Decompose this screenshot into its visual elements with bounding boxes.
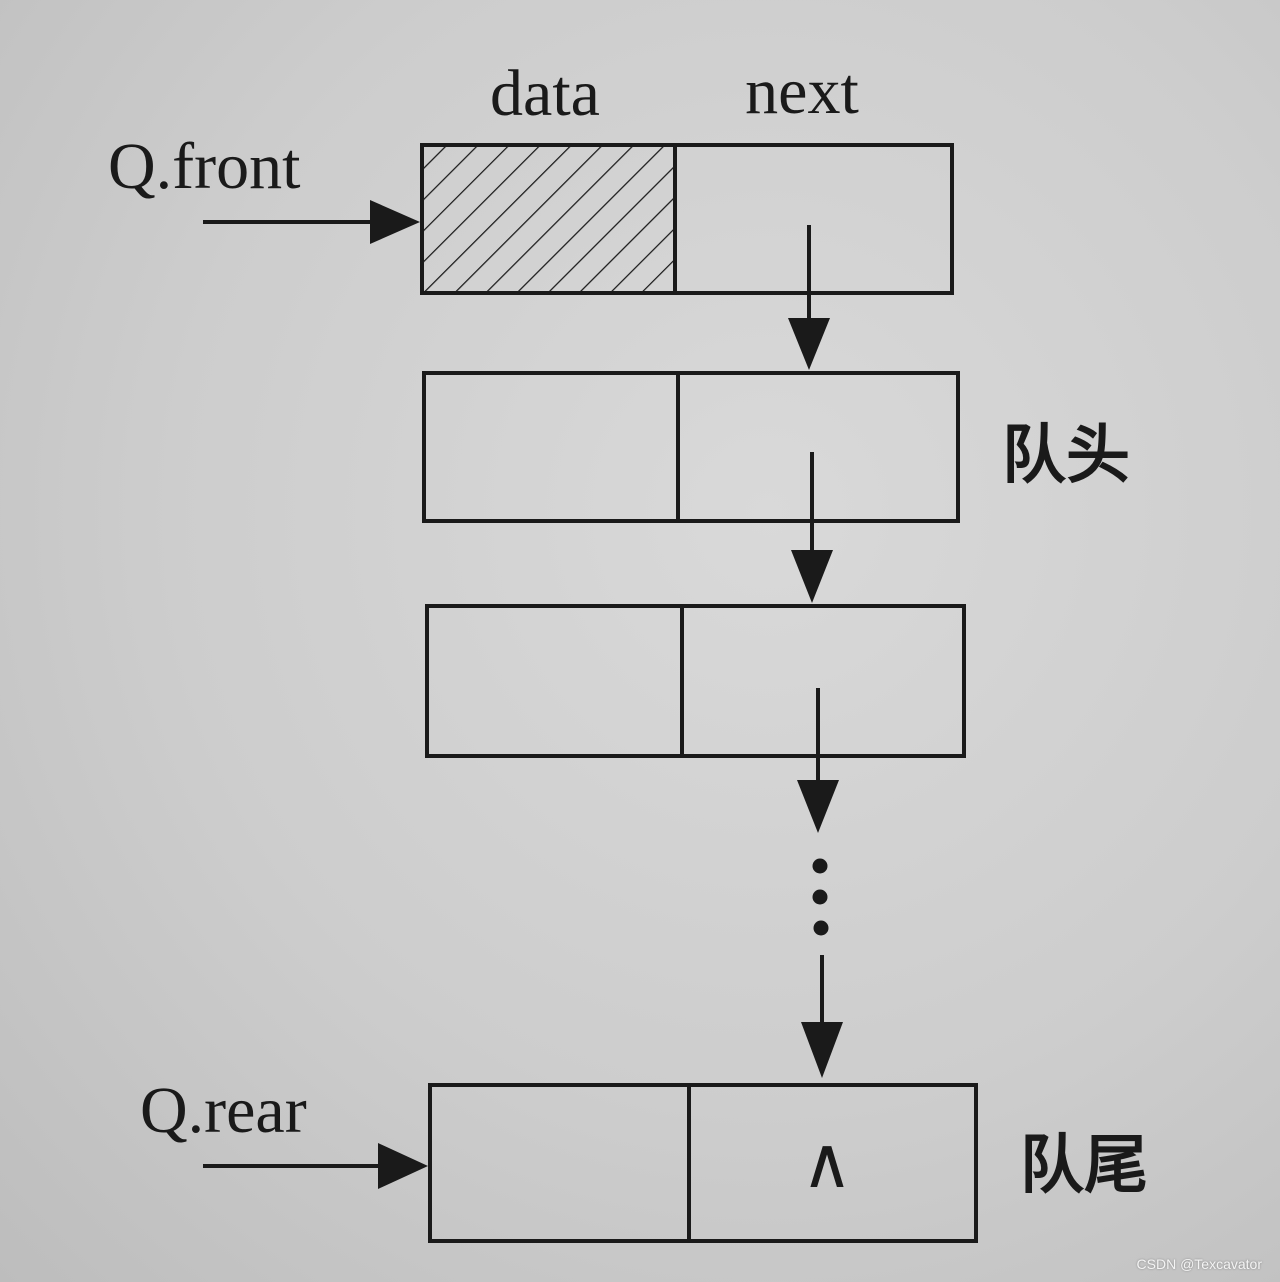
front-pointer-label: Q.front	[108, 130, 300, 203]
next-arrowhead-2	[791, 550, 833, 603]
ellipsis-dots	[812, 858, 829, 936]
next-arrowhead-1	[788, 318, 830, 370]
watermark: CSDN @Texcavator	[1136, 1256, 1262, 1272]
next-arrowhead-3	[797, 780, 839, 833]
head-node	[420, 143, 954, 295]
rear-pointer-arrowhead	[378, 1143, 428, 1189]
queue-node-1-outline	[422, 371, 960, 523]
queue-tail-label: 队尾	[1020, 1129, 1148, 1203]
tail-node-outline	[428, 1083, 978, 1243]
front-pointer-arrowhead	[370, 200, 420, 244]
head-node-data-hatched	[422, 147, 675, 293]
queue-node-2-outline	[425, 604, 966, 758]
data-column-label: data	[490, 57, 600, 130]
next-column-label: next	[745, 55, 859, 128]
ellipsis-dot-1	[812, 858, 828, 874]
null-pointer-symbol: ∧	[801, 1126, 852, 1203]
rear-pointer-label: Q.rear	[140, 1074, 307, 1147]
queue-node-1	[422, 371, 960, 523]
head-node-outline	[420, 143, 954, 295]
queue-head-label: 队头	[1002, 419, 1130, 493]
tail-node: ∧	[428, 1083, 978, 1243]
ellipsis-dot-3	[813, 920, 829, 936]
queue-node-2	[425, 604, 966, 758]
ellipsis-dot-2	[812, 889, 828, 905]
next-arrowhead-4	[801, 1022, 843, 1078]
